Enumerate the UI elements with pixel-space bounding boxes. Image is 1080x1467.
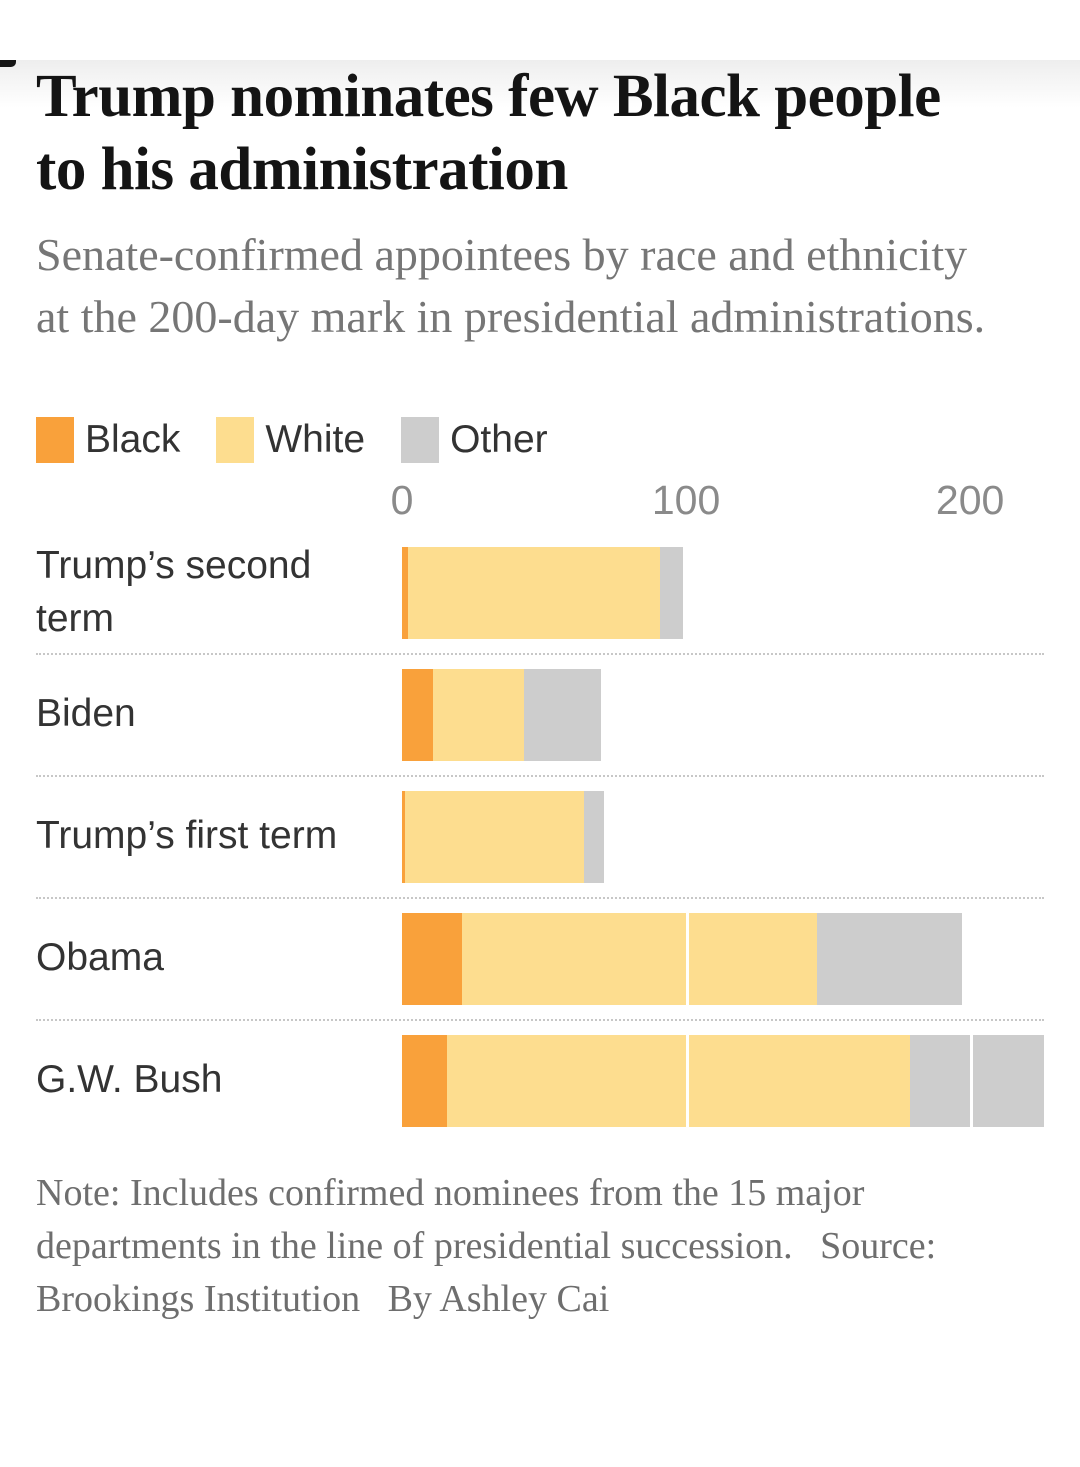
chart-rows: Trump’s second term Biden Trump’s first … <box>36 532 1044 1141</box>
row-label: Trump’s second term <box>36 544 312 640</box>
corner-notch <box>0 60 16 67</box>
bar-segment-white <box>404 790 584 883</box>
bar-segment-other <box>524 668 601 761</box>
legend-label: White <box>265 417 366 461</box>
bar-segment-black <box>402 546 408 639</box>
footnote: Note: Includes confirmed nominees from t… <box>36 1167 1044 1327</box>
chart-row: Trump’s second term <box>36 532 1044 655</box>
note-text: Includes confirmed nominees from the 15 … <box>36 1171 865 1267</box>
bar <box>402 668 601 761</box>
bar-segment-other <box>660 546 684 639</box>
legend-label: Other <box>450 417 548 461</box>
gridline-200 <box>970 654 974 775</box>
bar-area <box>402 776 1044 897</box>
bar-area <box>402 532 1044 653</box>
x-axis-tick: 0 <box>390 476 414 523</box>
bar-segment-white <box>433 668 525 761</box>
bar-segment-other <box>910 1034 1044 1127</box>
legend-label: Black <box>85 417 181 461</box>
chart-row: Biden <box>36 654 1044 777</box>
bar-segment-white <box>447 1034 911 1127</box>
gridline-100 <box>686 898 690 1019</box>
chart-card: Trump nominates few Black people to his … <box>0 60 1080 1326</box>
gridline-100 <box>686 654 690 775</box>
gridline-100 <box>686 776 690 897</box>
legend: Black White Other <box>36 416 1044 463</box>
bar <box>402 546 684 639</box>
bar-area <box>402 1020 1044 1141</box>
note-label: Note: <box>36 1171 121 1214</box>
row-label: Biden <box>36 692 136 736</box>
gridline-100 <box>686 1020 690 1141</box>
bar-area <box>402 898 1044 1019</box>
x-axis: 0 100 200 <box>391 476 1044 531</box>
legend-swatch <box>36 416 74 463</box>
bar-area <box>402 654 1044 775</box>
chart-subtitle: Senate-confirmed appointees by race and … <box>36 229 986 342</box>
x-axis-tick: 200 <box>935 476 1005 523</box>
legend-item: Black <box>36 416 181 463</box>
bar <box>402 1034 1044 1127</box>
bar-segment-other <box>583 790 604 883</box>
chart-row: Obama <box>36 898 1044 1021</box>
bar-segment-white <box>407 546 661 639</box>
source-label: Source: <box>820 1224 937 1267</box>
bar-segment-black <box>402 668 434 761</box>
bar-segment-black <box>402 790 405 883</box>
byline: By Ashley Cai <box>387 1278 610 1321</box>
source-text: Brookings Institution <box>36 1278 361 1321</box>
bar <box>402 912 962 1005</box>
bar-segment-white <box>461 912 817 1005</box>
chart-row: G.W. Bush <box>36 1020 1044 1141</box>
gridline-200 <box>970 898 974 1019</box>
bar-segment-black <box>402 1034 448 1127</box>
row-label: G.W. Bush <box>36 1058 223 1102</box>
bar-segment-other <box>816 912 962 1005</box>
legend-item: Other <box>401 416 548 463</box>
bar <box>402 790 604 883</box>
legend-item: White <box>216 416 366 463</box>
gridline-200 <box>970 1020 974 1141</box>
x-axis-tick: 100 <box>651 476 721 523</box>
chart-row: Trump’s first term <box>36 776 1044 899</box>
gridline-100 <box>686 532 690 653</box>
bar-segment-black <box>402 912 462 1005</box>
row-label: Obama <box>36 936 164 980</box>
page-title: Trump nominates few Black people to his … <box>36 63 941 204</box>
legend-swatch <box>401 416 440 463</box>
row-label: Trump’s first term <box>36 814 338 858</box>
legend-swatch <box>216 416 255 463</box>
gridline-200 <box>970 776 974 897</box>
gridline-200 <box>970 532 974 653</box>
